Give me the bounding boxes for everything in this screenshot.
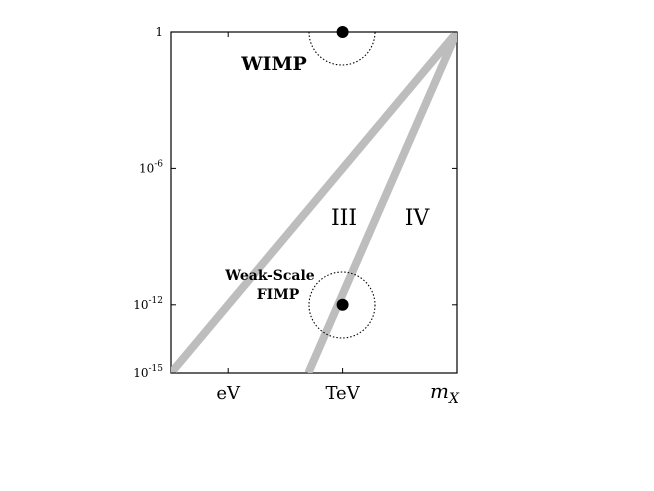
fimp-label-line2: FIMP xyxy=(257,287,300,303)
y-tick-label-0: 1 xyxy=(155,25,163,39)
x-axis-label-main: m xyxy=(430,379,449,403)
plot-frame xyxy=(170,31,458,374)
fimp-label-line1: Weak-Scale xyxy=(224,268,315,284)
y-tick-base-3: 10 xyxy=(133,366,148,380)
x-tick-label-0: eV xyxy=(216,383,241,404)
series-line-1 xyxy=(304,32,457,373)
y-tick-label-2: 10-12 xyxy=(133,296,163,312)
y-tick-exp-1: -6 xyxy=(154,159,163,169)
y-tick-label-3: 10-15 xyxy=(133,364,163,380)
fimp-dotted-circle xyxy=(308,271,376,339)
wimp-label: WIMP xyxy=(240,53,307,75)
series-layer xyxy=(171,32,457,373)
y-tick-base-1: 10 xyxy=(139,161,154,175)
x-ticks: eV TeV xyxy=(216,32,361,404)
x-axis-label-sub: X xyxy=(448,391,460,407)
y-tick-exp-3: -15 xyxy=(149,364,164,374)
region-label-iii: III xyxy=(331,206,357,231)
series-line-0 xyxy=(171,32,457,373)
wimp-dotted-arc xyxy=(308,31,376,66)
x-axis-label: mX xyxy=(430,379,460,407)
y-tick-exp-2: -12 xyxy=(149,296,164,306)
y-tick-label-1: 10-6 xyxy=(139,159,163,175)
y-tick-base-0: 1 xyxy=(155,25,163,39)
region-label-iv: IV xyxy=(405,206,431,231)
x-tick-label-1: TeV xyxy=(325,383,360,404)
y-tick-base-2: 10 xyxy=(133,298,148,312)
fimp-marker xyxy=(336,298,349,311)
